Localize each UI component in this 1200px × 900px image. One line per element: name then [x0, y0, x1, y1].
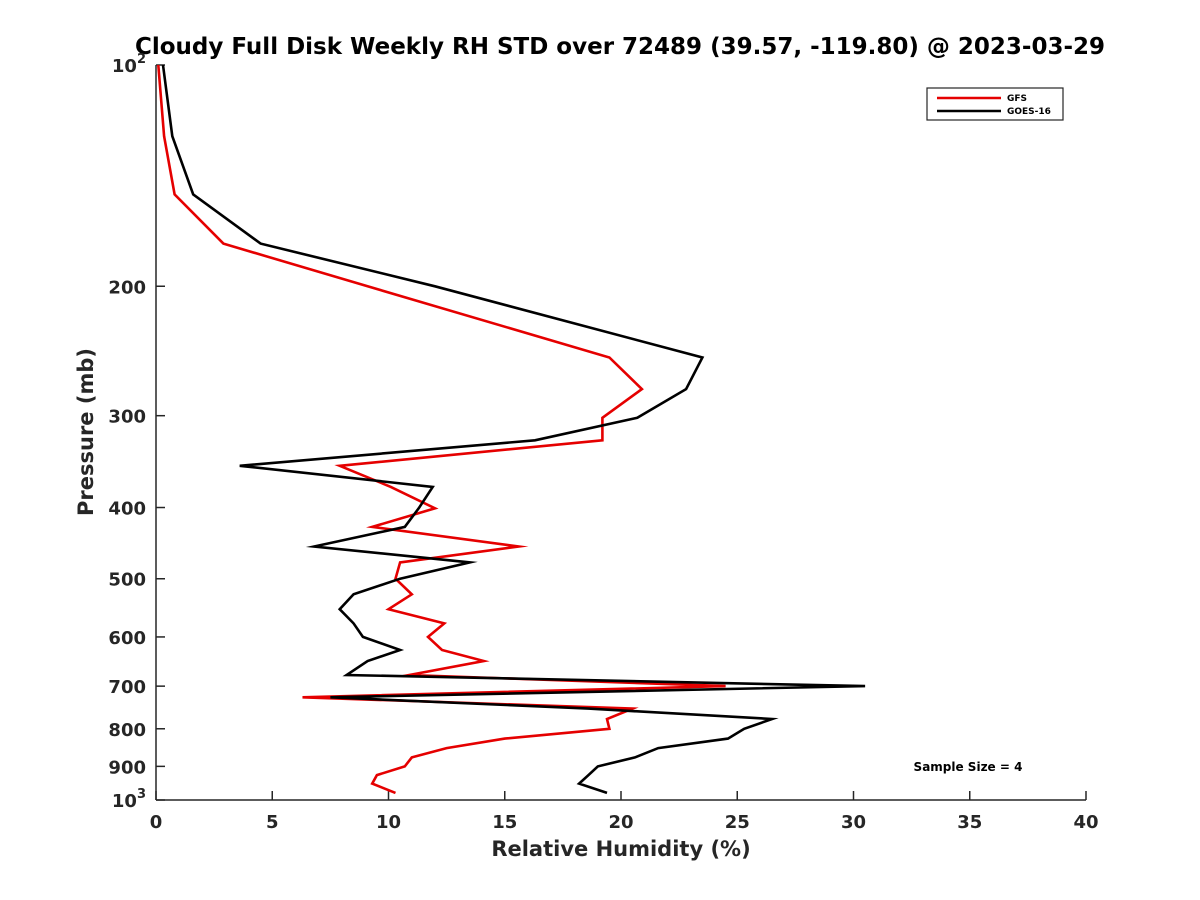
y-tick-label: 102: [112, 52, 146, 77]
x-axis-label: Relative Humidity (%): [491, 837, 750, 861]
x-tick-label: 10: [376, 812, 401, 833]
x-tick-label: 40: [1073, 812, 1098, 833]
legend: GFS GOES-16: [926, 87, 1064, 121]
y-tick-label: 103: [112, 787, 146, 812]
y-tick-label: 300: [108, 407, 146, 428]
legend-label: GOES-16: [1007, 107, 1051, 117]
y-tick-base: 300: [108, 407, 146, 428]
y-tick-base: 10: [112, 56, 137, 77]
y-tick-base: 600: [108, 628, 146, 649]
x-tick-label: 0: [150, 812, 163, 833]
series-line-gfs: [157, 64, 726, 795]
x-tick-label: 20: [608, 812, 633, 833]
chart-title: Cloudy Full Disk Weekly RH STD over 7248…: [135, 34, 1105, 60]
y-tick-base: 200: [108, 277, 146, 298]
y-tick-exponent: 2: [137, 52, 146, 67]
series-line-goes-16: [161, 64, 866, 795]
y-tick-label: 800: [108, 720, 146, 741]
y-tick-label: 700: [108, 677, 146, 698]
y-tick-base: 800: [108, 720, 146, 741]
x-tick-label: 15: [492, 812, 517, 833]
y-tick-base: 10: [112, 791, 137, 812]
legend-box: [926, 87, 1064, 121]
x-tick-label: 25: [725, 812, 750, 833]
plot-area: 0 5 10 15 20 25 30 35 40 10220030040050060070080…: [108, 52, 1098, 833]
y-tick-label: 500: [108, 570, 146, 591]
sample-size-annotation: Sample Size = 4: [914, 760, 1023, 774]
x-ticks: 0 5 10 15 20 25 30 35 40: [150, 791, 1099, 833]
y-tick-label: 200: [108, 277, 146, 298]
x-tick-label: 35: [957, 812, 982, 833]
y-tick-label: 600: [108, 628, 146, 649]
y-tick-base: 900: [108, 757, 146, 778]
y-tick-label: 400: [108, 499, 146, 520]
x-tick-label: 30: [841, 812, 866, 833]
series-layer: [157, 64, 866, 795]
y-tick-base: 700: [108, 677, 146, 698]
y-tick-base: 500: [108, 570, 146, 591]
y-tick-label: 900: [108, 757, 146, 778]
y-tick-exponent: 3: [137, 787, 146, 802]
legend-label: GFS: [1007, 94, 1027, 104]
y-axis-label: Pressure (mb): [74, 348, 98, 516]
x-tick-label: 5: [266, 812, 279, 833]
y-tick-base: 400: [108, 499, 146, 520]
